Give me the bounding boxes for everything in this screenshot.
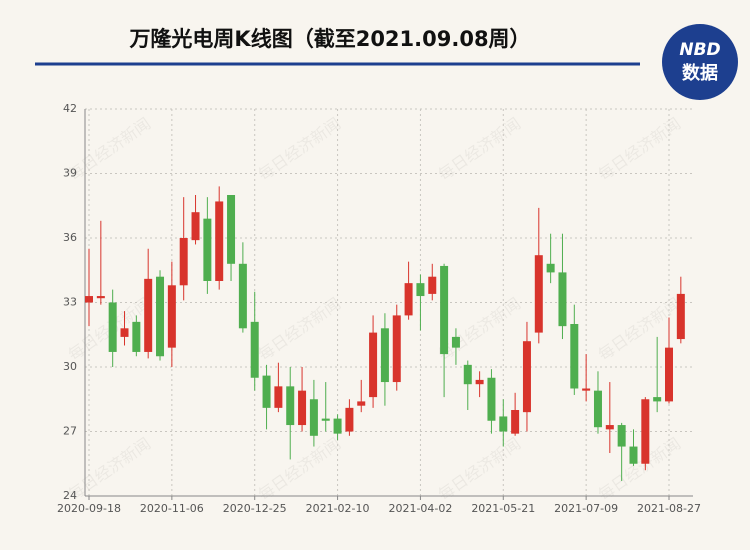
candle-body [191, 212, 200, 241]
candle-body [286, 386, 295, 426]
x-tick-label: 2020-09-18 [57, 502, 121, 515]
candle-body [108, 302, 117, 352]
candle-body [274, 386, 283, 408]
candle-body [522, 341, 531, 413]
candle-body [321, 418, 330, 421]
candle-body [357, 401, 366, 406]
candle-body [428, 276, 437, 294]
candle-body [546, 263, 555, 273]
candle-body [179, 238, 188, 286]
y-tick-label: 36 [63, 231, 77, 244]
candle-body [451, 336, 460, 348]
candle-body [463, 364, 472, 385]
candle-body [96, 296, 105, 299]
candle-body [85, 296, 93, 303]
candle-body [558, 272, 567, 327]
logo [662, 24, 738, 100]
y-tick-label: 30 [63, 360, 77, 373]
candle-body [144, 278, 153, 352]
candle-body [262, 375, 271, 408]
candle-body [309, 399, 318, 436]
candle-body [665, 347, 673, 402]
candle-body [215, 201, 224, 281]
candle-body [298, 390, 307, 426]
x-tick-label: 2021-04-02 [388, 502, 452, 515]
y-tick-label: 39 [63, 167, 77, 180]
candle-body [132, 321, 141, 352]
candle-body [250, 321, 259, 378]
candle-body [582, 388, 591, 391]
candle-body [570, 324, 579, 389]
candle-body [617, 425, 626, 447]
plot: 24 27 30 33 36 39 42 2020-09-18 2020-11-06 2020-1… [57, 102, 701, 515]
candle-body [369, 332, 378, 398]
x-tick-label: 2021-07-09 [554, 502, 618, 515]
x-tick-label: 2021-08-27 [637, 502, 701, 515]
y-tick-label: 24 [63, 489, 77, 502]
candle-body [156, 276, 165, 357]
logo-top: NBD [679, 40, 720, 60]
candle-body [534, 255, 543, 333]
candle-body [380, 328, 389, 383]
candle-body [227, 195, 236, 264]
candle-body [676, 293, 685, 340]
candle-body [416, 283, 425, 297]
candle-body [593, 390, 602, 428]
candle-body [475, 379, 484, 385]
candle-body [238, 263, 247, 329]
x-tick-label: 2020-11-06 [140, 502, 204, 515]
candle-body [487, 377, 496, 421]
candle-body [511, 410, 520, 434]
logo-bottom: 数据 [682, 62, 718, 84]
y-tick-label: 42 [63, 102, 77, 115]
candle-body [333, 418, 342, 434]
chart-title: 万隆光电周K线图（截至2021.09.08周） [128, 27, 530, 51]
candle-body [641, 399, 650, 464]
y-tick-label: 27 [63, 425, 77, 438]
candle-body [392, 315, 401, 383]
y-tick-label: 33 [63, 296, 77, 309]
candle-body [167, 285, 176, 348]
candle-body [499, 416, 508, 432]
candle-body [203, 218, 212, 281]
candle-body [345, 407, 354, 432]
candle-body [120, 328, 129, 337]
candle-body [653, 397, 662, 402]
x-tick-label: 2020-12-25 [223, 502, 287, 515]
x-tick-label: 2021-02-10 [306, 502, 370, 515]
candle-body [404, 283, 413, 316]
candle-body [629, 446, 638, 464]
candle-body [605, 425, 614, 430]
x-tick-label: 2021-05-21 [471, 502, 535, 515]
candle-body [440, 265, 449, 355]
